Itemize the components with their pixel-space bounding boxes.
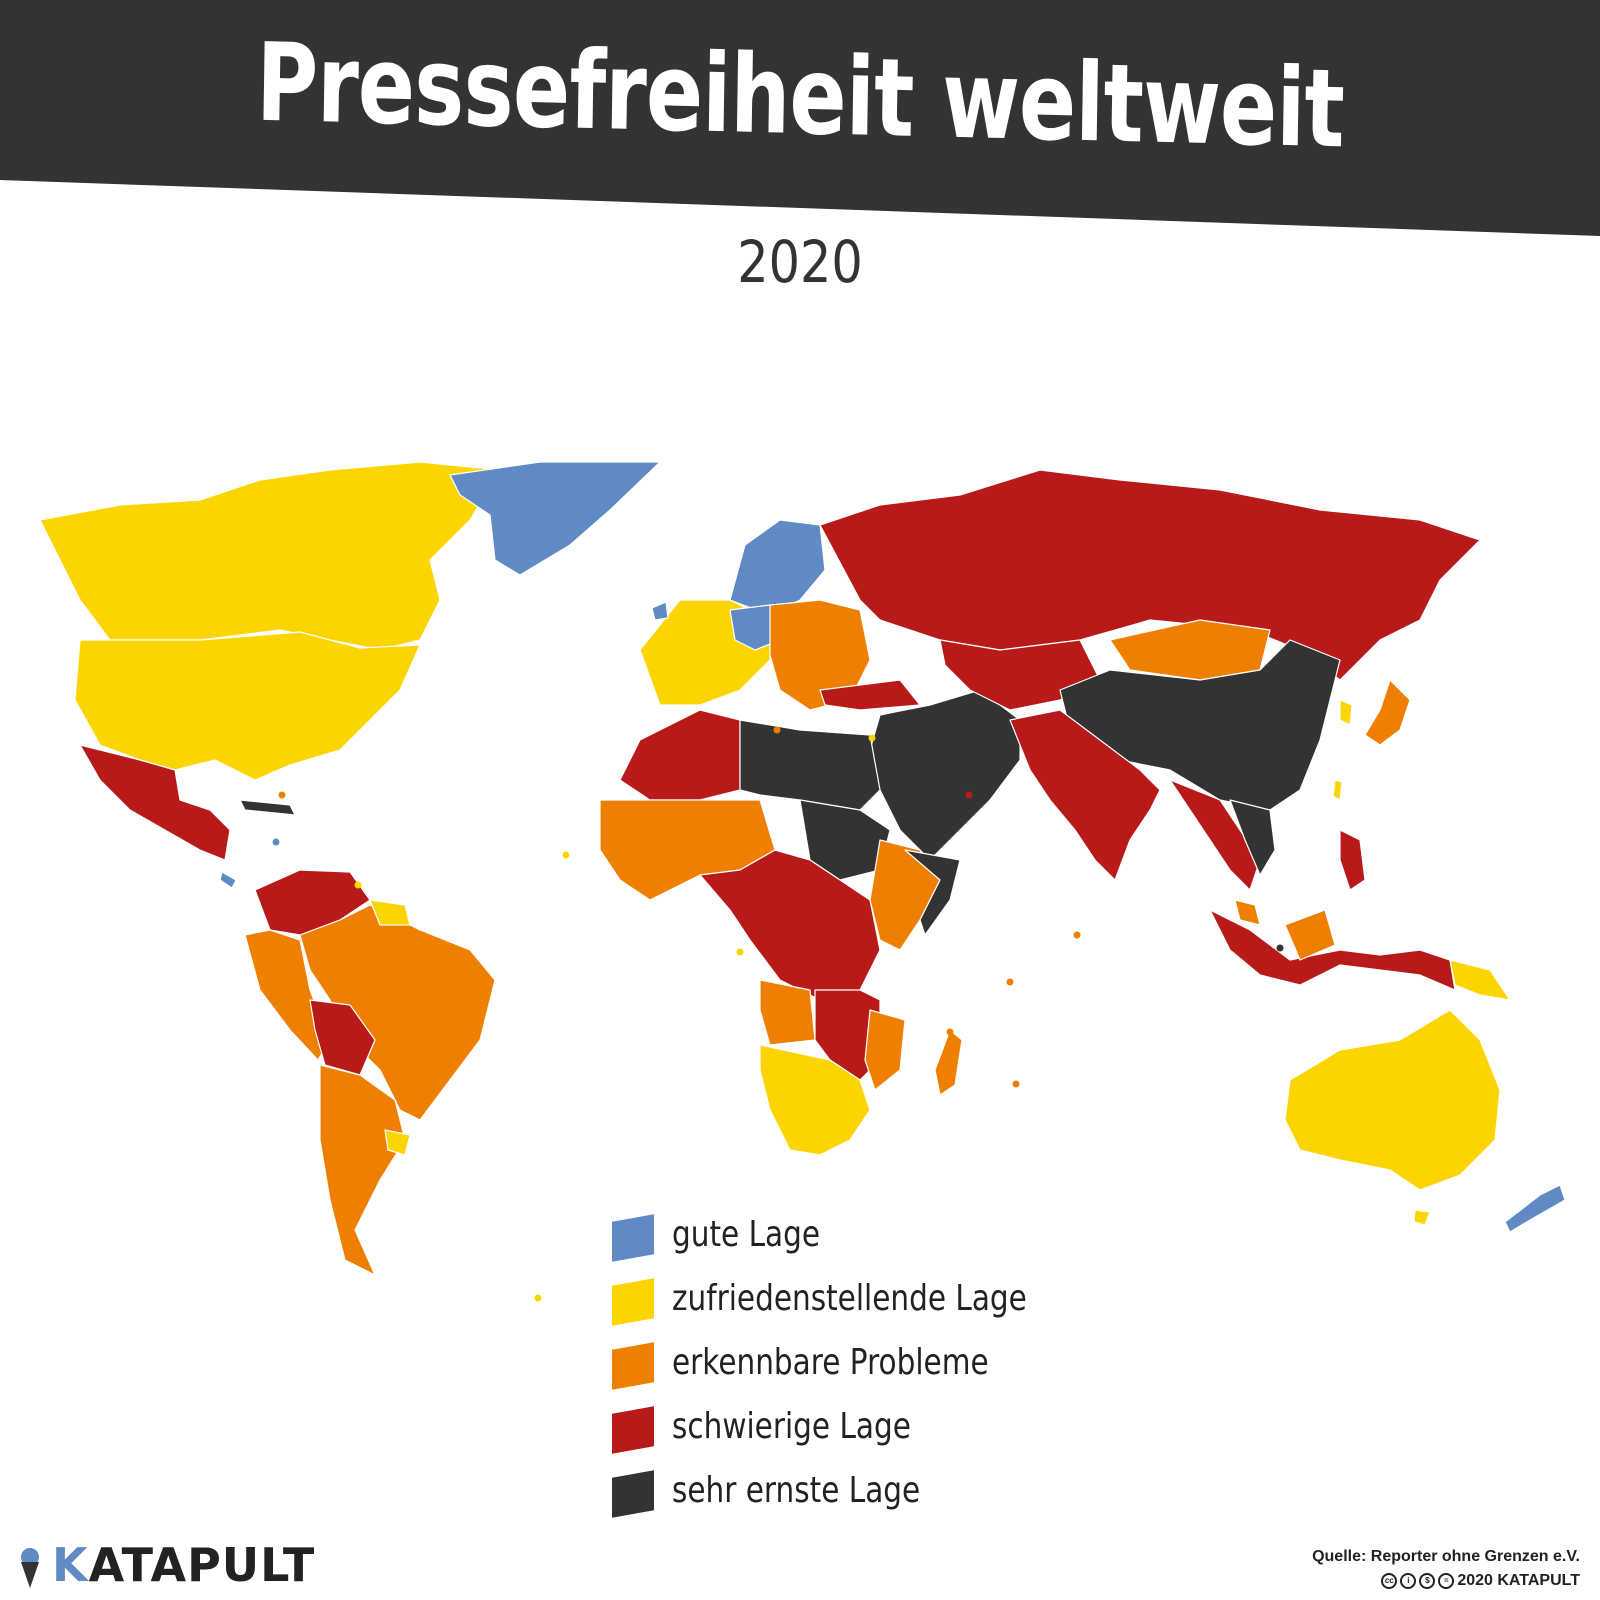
region-japan (1364, 679, 1411, 746)
legend-label: gute Lage (672, 1214, 821, 1255)
region-southern-africa (759, 1044, 871, 1156)
region-turkey (819, 679, 921, 711)
ice-cream-icon (21, 1548, 39, 1588)
region-china (1059, 639, 1341, 811)
region-central-africa (699, 849, 881, 1001)
title-banner (0, 0, 1600, 240)
nc-icon: $ (1419, 1573, 1436, 1589)
brand-initial: K (52, 1538, 89, 1592)
by-icon: i (1400, 1573, 1417, 1589)
region-germany-benelux (729, 604, 781, 651)
region-malaysia (1234, 899, 1261, 926)
region-ireland (651, 601, 669, 621)
map-subtitle: 2020 (737, 228, 863, 296)
legend-label: zufriedenstellende Lage (672, 1278, 1027, 1319)
region-libya-egypt (739, 719, 881, 811)
region-middle-east (869, 689, 1021, 861)
region-costa-rica (219, 871, 237, 889)
region-korea (1339, 699, 1353, 726)
world-map (39, 461, 1566, 1302)
region-uruguay (384, 1129, 411, 1156)
legend-swatch (612, 1278, 654, 1326)
region-vietnam-laos (1229, 799, 1276, 876)
region-philippines (1339, 829, 1366, 891)
small-state-markers (272, 726, 1284, 1302)
brand-name: KATAPULT (52, 1538, 315, 1592)
region-southeast-asia (1169, 779, 1261, 891)
legend-label: sehr ernste Lage (672, 1470, 921, 1511)
region-mozambique (864, 1009, 906, 1091)
region-usa (74, 631, 421, 781)
copyright-text: 2020 KATAPULT (1457, 1572, 1580, 1589)
brand-rest: ATAPULT (88, 1538, 316, 1592)
legend-label: erkennbare Probleme (672, 1342, 989, 1383)
region-somalia-eritrea (904, 849, 961, 936)
region-canada (39, 461, 501, 651)
region-guianas (369, 899, 411, 926)
legend-swatch (612, 1342, 654, 1390)
legend-swatch (612, 1406, 654, 1454)
source-credit: Quelle: Reporter ohne Grenzen e.V. cc i … (1312, 1546, 1580, 1592)
region-tasmania (1413, 1209, 1431, 1226)
legend-swatch (612, 1214, 654, 1262)
region-india (1009, 709, 1161, 881)
source-text: Quelle: Reporter ohne Grenzen e.V. (1312, 1548, 1580, 1565)
region-argentina-chile (319, 1064, 406, 1276)
region-central-asia (939, 639, 1101, 711)
legend-swatch (612, 1470, 654, 1518)
region-north-africa-west (619, 709, 741, 801)
nd-icon: = (1438, 1573, 1455, 1589)
region-madagascar (934, 1029, 963, 1096)
license-row: cc i $ = 2020 KATAPULT (1381, 1570, 1580, 1592)
region-taiwan (1332, 779, 1343, 801)
region-greenland (449, 461, 661, 576)
cc-icon: cc (1381, 1573, 1398, 1589)
region-new-zealand (1504, 1184, 1566, 1233)
region-mexico (79, 744, 231, 861)
region-papua (1449, 959, 1511, 1001)
region-cuba (239, 799, 296, 816)
region-mongolia (1109, 619, 1271, 681)
region-angola (759, 979, 816, 1046)
region-borneo (1284, 909, 1336, 961)
legend-label: schwierige Lage (672, 1406, 911, 1447)
region-australia (1284, 1009, 1501, 1191)
